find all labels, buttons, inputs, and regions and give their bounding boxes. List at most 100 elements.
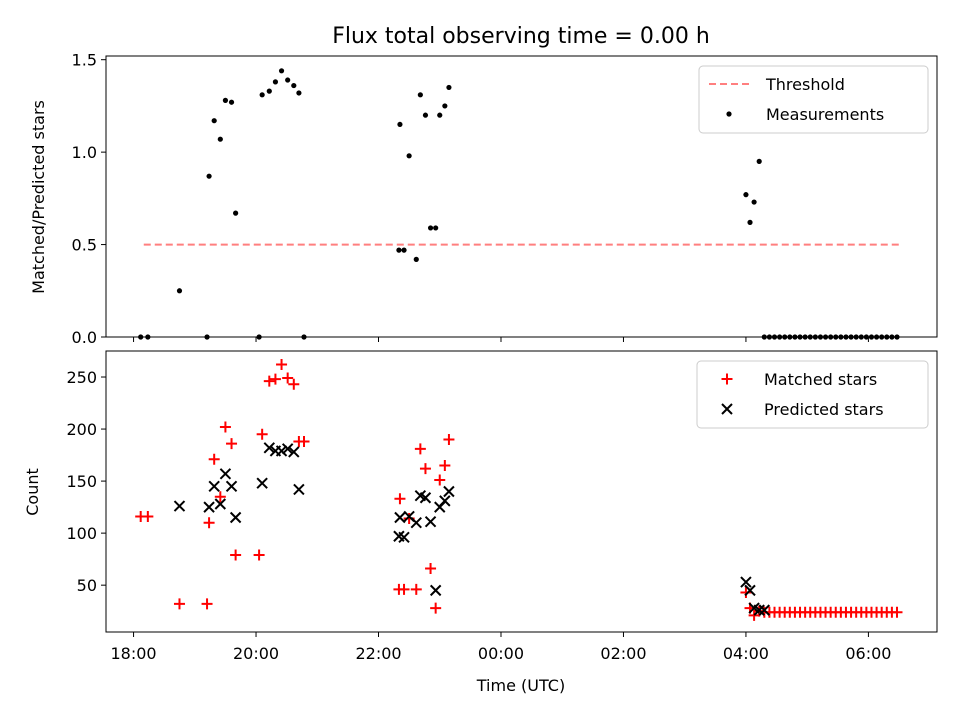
matched-stars-point <box>288 378 300 390</box>
matched-stars-point <box>298 436 310 448</box>
matched-stars-point <box>434 474 446 486</box>
matched-stars-point <box>740 586 752 598</box>
x-axis-label: Time (UTC) <box>476 676 565 695</box>
measurements-point <box>296 90 302 96</box>
measurements-point <box>437 112 443 118</box>
top-panel: 0.0 0.5 1.0 1.5 Threshold Measurements <box>72 51 938 347</box>
predicted-stars-point <box>225 480 238 493</box>
measurements-point <box>272 79 279 85</box>
predicted-stars-point <box>173 500 186 512</box>
measurements-point <box>285 77 291 83</box>
measurements-point <box>446 84 452 91</box>
bottom-panel: 50 100 150 200 250 18:00 20:00 22:00 00:00 02:00 0… <box>66 350 938 663</box>
measurements-point <box>396 247 402 253</box>
matched-stars-point <box>173 598 185 610</box>
bottom-y-tick-label: 200 <box>66 420 97 439</box>
matched-stars-point <box>891 606 903 618</box>
predicted-stars-point <box>293 483 305 496</box>
predicted-stars-point <box>288 446 300 458</box>
matched-stars-point <box>282 372 294 384</box>
measurements-point <box>266 88 272 94</box>
legend-label: Threshold <box>765 75 845 94</box>
measurements-point <box>751 199 757 205</box>
measurements-point <box>413 256 419 262</box>
legend-label: Measurements <box>766 105 884 124</box>
matched-stars-point <box>439 459 451 471</box>
predicted-stars-point <box>275 445 288 457</box>
matched-stars-point <box>269 373 281 385</box>
top-y-tick-label: 1.0 <box>72 143 97 162</box>
legend-predicted-stars-swatch <box>721 403 733 415</box>
predicted-stars-point <box>443 485 455 498</box>
matched-stars-point <box>410 583 422 595</box>
matched-stars-point <box>425 563 437 575</box>
predicted-stars-point <box>263 442 276 454</box>
predicted-stars-point <box>256 477 268 489</box>
predicted-stars-point <box>758 604 771 616</box>
predicted-stars-point <box>281 443 294 455</box>
chart-title: Flux total observing time = 0.00 h <box>332 24 710 49</box>
predicted-stars-point <box>203 501 215 513</box>
bottom-y-axis-label: Count <box>23 468 42 516</box>
bottom-legend: Matched stars Predicted stars <box>696 360 929 429</box>
matched-stars-point <box>414 443 426 455</box>
predicted-stars-point <box>214 498 227 510</box>
top-legend: Threshold Measurements <box>698 65 929 134</box>
measurements-point <box>442 103 448 109</box>
x-tick-label: 02:00 <box>600 644 646 663</box>
measurements-point <box>743 192 749 198</box>
predicted-stars-point <box>229 511 242 524</box>
predicted-stars-point <box>740 576 752 588</box>
top-axes-frame <box>105 55 938 338</box>
bottom-legend-box <box>696 360 929 429</box>
measurements-point <box>176 288 183 294</box>
top-y-tick-label: 0.5 <box>72 236 97 255</box>
matched-stars-point <box>443 433 455 445</box>
predicted-stars-point <box>208 480 220 493</box>
measurements-point <box>747 219 753 225</box>
matched-stars-point <box>398 583 410 595</box>
measurements-point <box>222 97 229 103</box>
measurements-point <box>401 247 407 253</box>
matched-stars-point <box>256 428 268 440</box>
matched-stars-point <box>253 549 265 561</box>
matched-stars-point <box>208 453 220 465</box>
top-legend-box <box>698 65 929 134</box>
predicted-stars-point <box>398 531 410 544</box>
matched-stars-point <box>263 375 275 387</box>
matched-stars-point <box>430 602 442 614</box>
measurements-point <box>206 173 212 179</box>
x-tick-label: 18:00 <box>111 644 157 663</box>
x-tick-label: 20:00 <box>233 644 279 663</box>
legend-label: Predicted stars <box>764 400 884 419</box>
measurements-point <box>217 136 223 142</box>
matched-stars-point <box>419 463 431 475</box>
bottom-y-tick-label: 250 <box>66 368 97 387</box>
legend-measurements-swatch <box>726 111 732 117</box>
matched-stars-point <box>394 493 406 505</box>
predicted-stars-point <box>744 584 756 597</box>
measurements-point <box>228 99 235 105</box>
top-y-axis-label: Matched/Predicted stars <box>29 100 48 294</box>
predicted-stars-point <box>394 511 406 524</box>
matched-stars-point <box>276 359 288 371</box>
measurements-point <box>417 92 423 98</box>
bottom-y-tick-label: 100 <box>66 524 97 543</box>
measurements-point <box>433 225 439 231</box>
predicted-stars-point <box>439 495 451 507</box>
top-y-tick-label: 0.0 <box>72 328 97 347</box>
predicted-stars-point <box>419 492 432 504</box>
matched-stars-point <box>142 510 154 522</box>
bottom-y-tick-label: 150 <box>66 472 97 491</box>
matched-stars-point <box>214 491 226 503</box>
predicted-stars-point <box>424 515 437 528</box>
legend-matched-stars-swatch <box>721 373 733 385</box>
matched-stars-point <box>230 549 242 561</box>
matched-stars-point <box>203 517 215 529</box>
predicted-stars-point <box>429 584 442 597</box>
matched-stars-point <box>226 438 238 450</box>
predicted-stars-point <box>410 517 422 529</box>
predicted-stars-point <box>219 468 232 480</box>
measurements-point <box>291 82 297 89</box>
